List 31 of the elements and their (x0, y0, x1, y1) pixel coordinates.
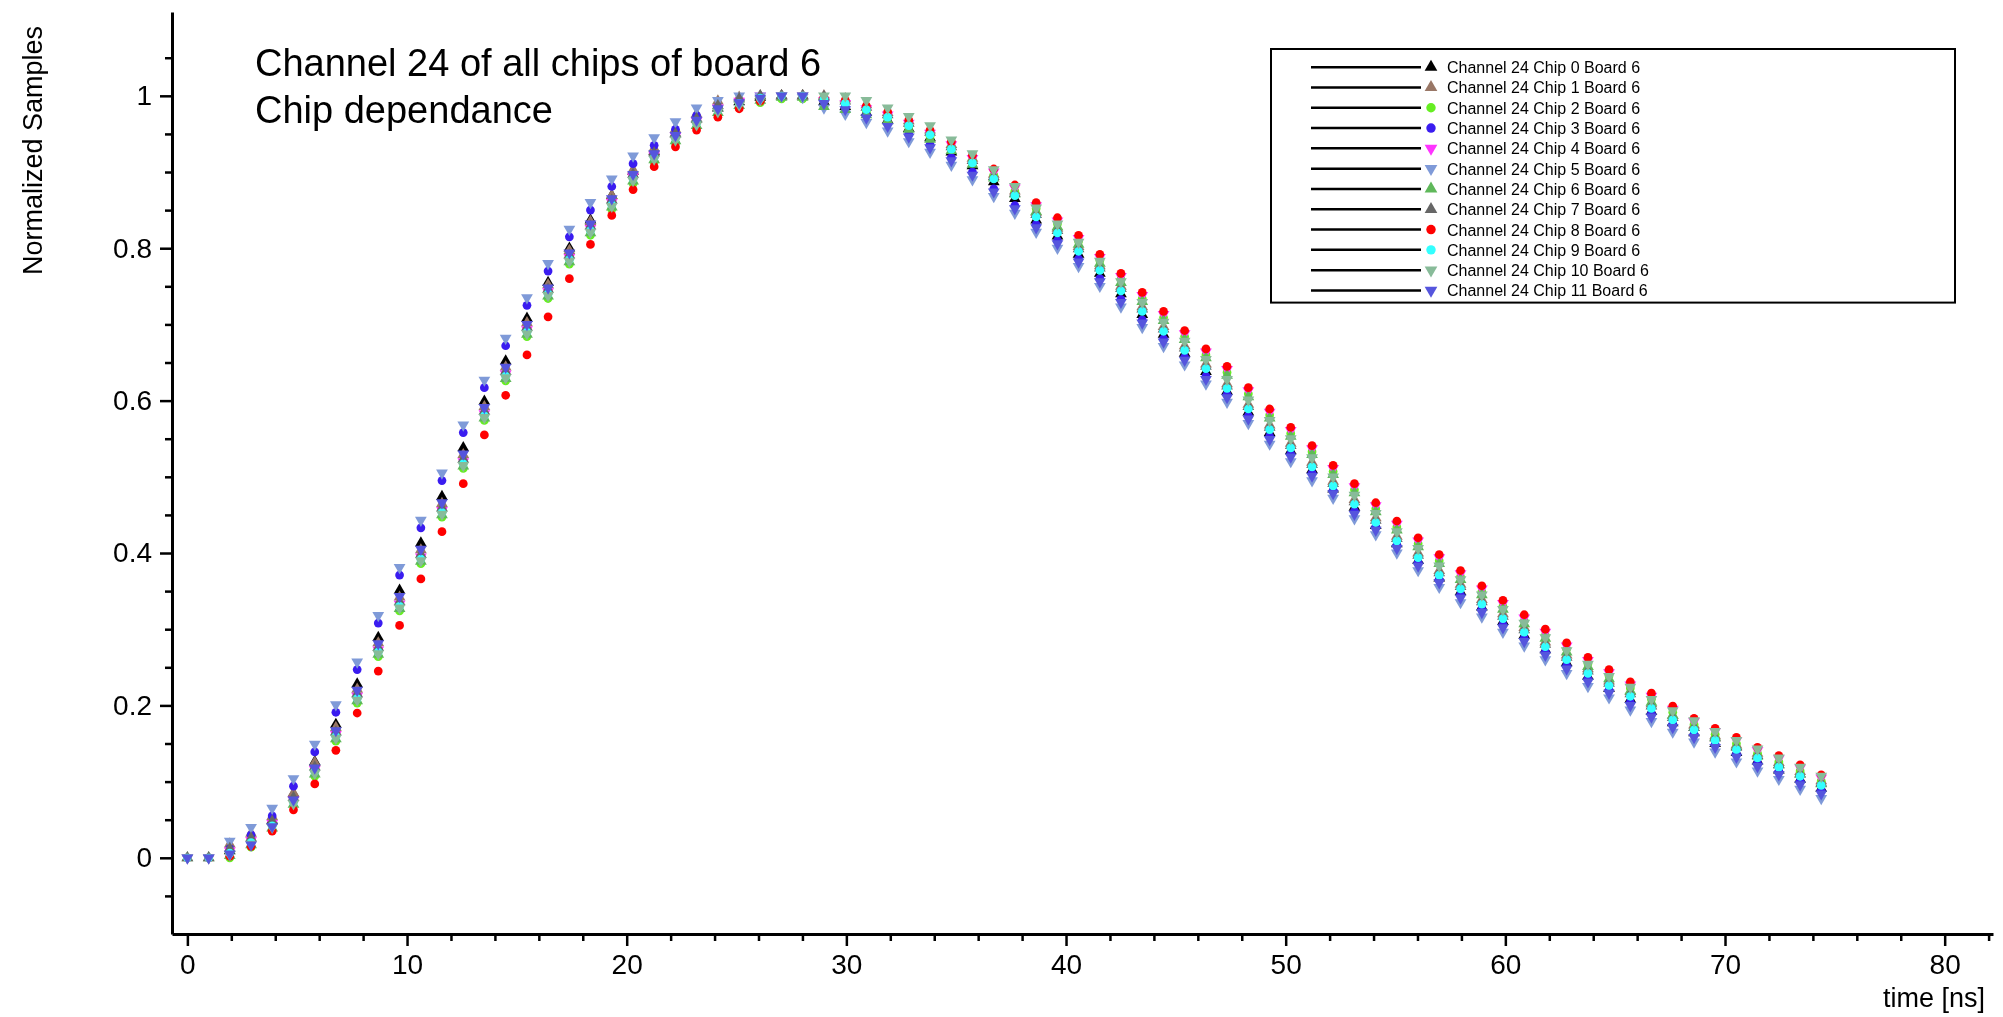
x-tick-label: 80 (1929, 948, 1961, 980)
x-tick-label: 30 (831, 948, 863, 980)
x-tick-label: 60 (1490, 948, 1522, 980)
legend-label: Channel 24 Chip 6 Board 6 (1447, 180, 1641, 198)
legend-label: Channel 24 Chip 7 Board 6 (1447, 201, 1641, 219)
y-tick-label: 0.6 (113, 385, 152, 417)
x-tick-label: 50 (1270, 948, 1302, 980)
y-axis-title: Normalized Samples (18, 26, 48, 276)
x-tick-label: 40 (1050, 948, 1083, 980)
y-tick-label: 0.2 (113, 689, 152, 721)
x-tick-label: 10 (391, 948, 424, 980)
legend-label: Channel 24 Chip 5 Board 6 (1447, 160, 1641, 178)
y-tick-label: 1 (136, 80, 152, 112)
x-tick-label: 0 (180, 948, 196, 980)
legend-label: Channel 24 Chip 1 Board 6 (1447, 79, 1641, 97)
x-tick-label: 70 (1709, 948, 1742, 980)
legend-label: Channel 24 Chip 9 Board 6 (1447, 241, 1641, 259)
x-axis-title: time [ns] (1882, 983, 1985, 1013)
legend-label: Channel 24 Chip 3 Board 6 (1447, 120, 1641, 138)
legend-label: Channel 24 Chip 4 Board 6 (1447, 140, 1641, 158)
text: Chip dependance (255, 89, 553, 131)
x-tick-label: 20 (611, 948, 643, 980)
legend-label: Channel 24 Chip 11 Board 6 (1447, 282, 1648, 300)
text: Channel 24 of all chips of board 6 (255, 42, 822, 84)
y-tick-label: 0 (136, 842, 152, 874)
y-tick-label: 0.8 (113, 232, 152, 264)
legend-label: Channel 24 Chip 2 Board 6 (1447, 99, 1641, 117)
y-tick-label: 0.4 (113, 537, 152, 569)
legend-label: Channel 24 Chip 0 Board 6 (1447, 59, 1641, 77)
legend-label: Channel 24 Chip 8 Board 6 (1447, 221, 1641, 239)
legend-label: Channel 24 Chip 10 Board 6 (1447, 262, 1650, 280)
